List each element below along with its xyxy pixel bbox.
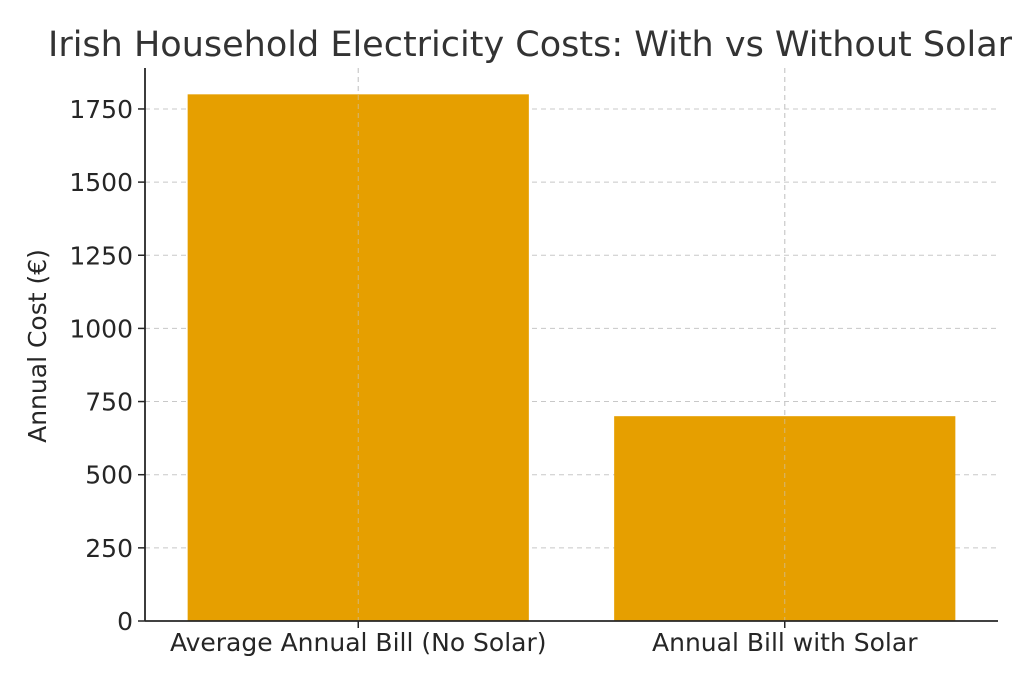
y-tick-label: 1500 (69, 168, 133, 197)
x-tick-label: Average Annual Bill (No Solar) (170, 628, 547, 657)
axes (138, 68, 998, 628)
y-tick-label: 0 (117, 607, 133, 636)
y-tick-label: 1250 (69, 241, 133, 270)
x-tick-label: Annual Bill with Solar (652, 628, 918, 657)
chart-title: Irish Household Electricity Costs: With … (48, 25, 1013, 65)
y-tick-label: 1750 (69, 95, 133, 124)
x-tick-labels: Average Annual Bill (No Solar) Annual Bil… (170, 628, 918, 657)
y-tick-label: 750 (85, 388, 133, 417)
y-axis-label: Annual Cost (€) (23, 249, 52, 443)
y-tick-label: 250 (85, 534, 133, 563)
y-tick-label: 500 (85, 461, 133, 490)
bars (187, 68, 956, 622)
y-tick-labels: 0 250 500 750 1000 1250 1500 1750 (69, 95, 133, 636)
y-tick-label: 1000 (69, 314, 133, 343)
